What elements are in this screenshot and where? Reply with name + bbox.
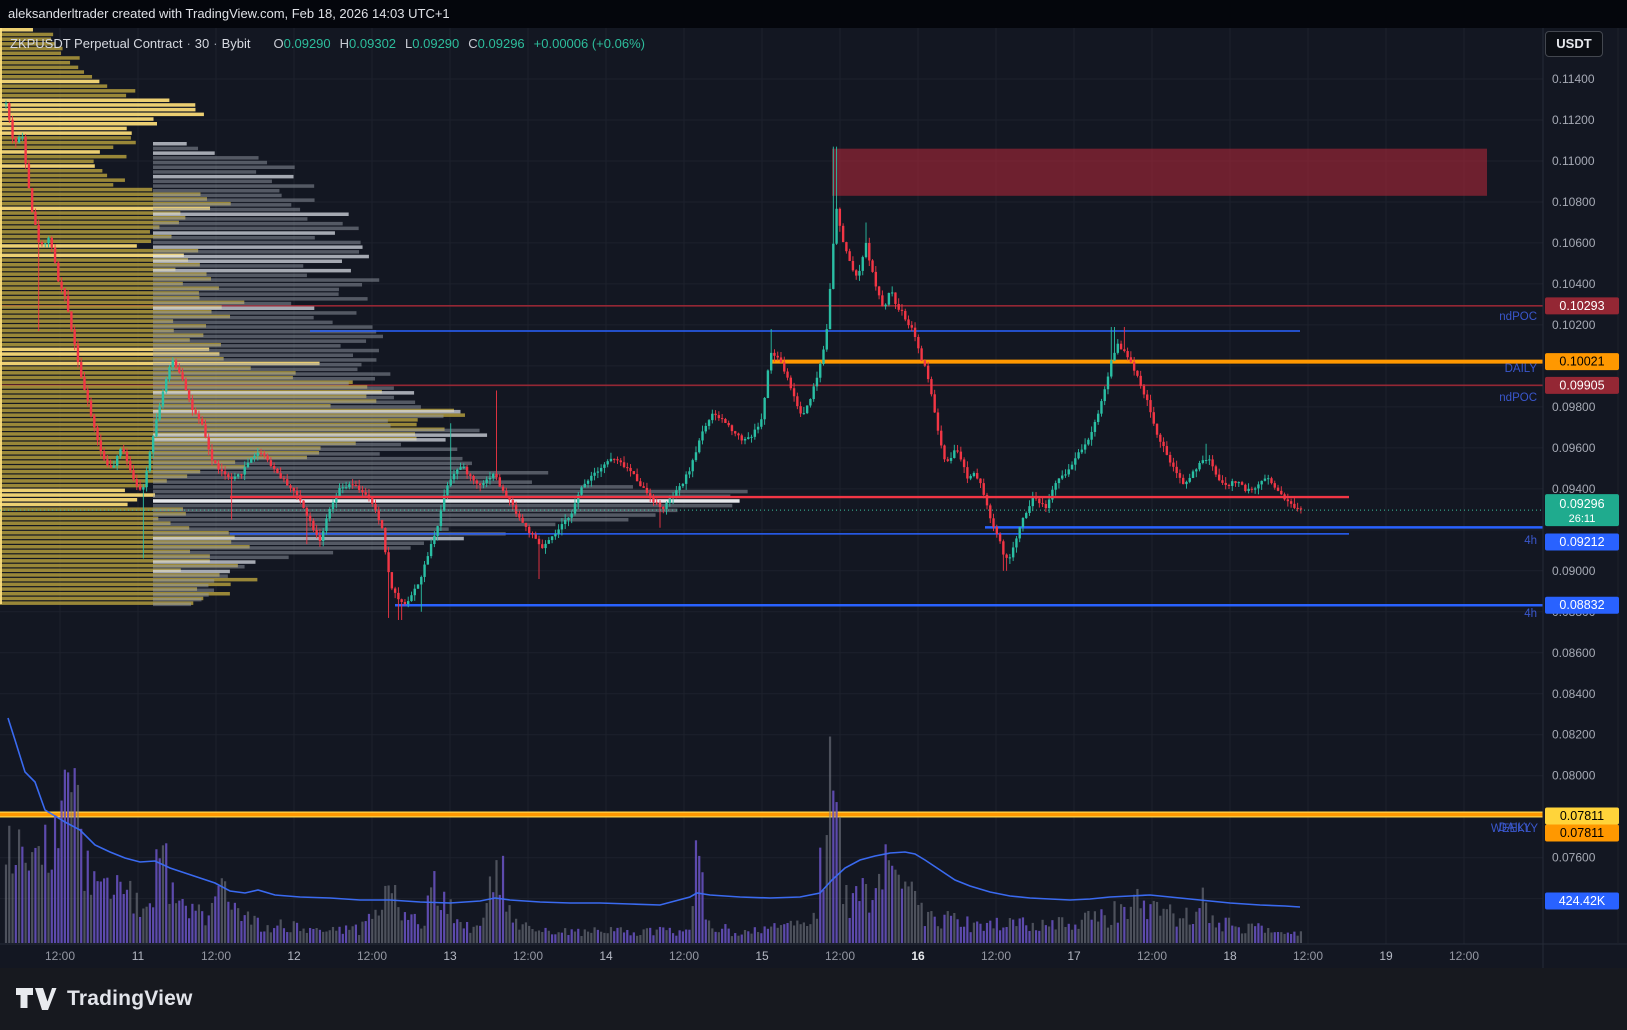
price-label-0.09905: 0.09905 [1545, 376, 1619, 394]
time-tick: 12:00 [981, 949, 1011, 963]
price-tick: 0.09400 [1552, 482, 1596, 496]
price-tick: 0.10400 [1552, 277, 1596, 291]
level-label-4h: 4h [1524, 608, 1537, 620]
time-tick: 12:00 [1449, 949, 1479, 963]
price-tick: 0.10600 [1552, 236, 1596, 250]
svg-text:0.09905: 0.09905 [1559, 378, 1604, 392]
time-tick: 11 [132, 949, 145, 963]
tradingview-logo-icon[interactable] [15, 986, 57, 1012]
price-tick: 0.10200 [1552, 318, 1596, 332]
candlestick-series[interactable] [4, 100, 1303, 620]
time-tick: 14 [599, 949, 613, 963]
price-tick: 0.08200 [1552, 728, 1596, 742]
volume-profiles [0, 28, 748, 607]
price-label-0.09212: 0.09212 [1545, 533, 1619, 551]
tradingview-brand-text[interactable]: TradingView [67, 987, 193, 1010]
levels-over [0, 495, 1543, 511]
price-label-0.09296: 0.09296 26:11 [1545, 494, 1619, 527]
time-tick: 12:00 [513, 949, 543, 963]
price-tick: 0.09000 [1552, 564, 1596, 578]
time-tick: 12:00 [825, 949, 855, 963]
price-tick: 0.11400 [1552, 72, 1595, 86]
price-label-0.10021: 0.10021 [1545, 353, 1619, 371]
svg-text:0.10021: 0.10021 [1559, 355, 1604, 369]
volume-pane [4, 717, 1303, 943]
price-label-0.07811: 0.07811 [1545, 824, 1619, 842]
level-label-ndpoc: ndPOC [1499, 311, 1537, 323]
time-tick: 12:00 [1293, 949, 1323, 963]
volume-ma-line [7, 717, 1301, 908]
axes [0, 28, 1627, 968]
level-label-4h: 4h [1524, 535, 1537, 547]
price-label-0.10293: 0.10293 [1545, 297, 1619, 315]
svg-text:0.09296: 0.09296 [1559, 497, 1604, 511]
time-tick: 12:00 [357, 949, 387, 963]
supply-zone[interactable] [832, 148, 1487, 196]
time-tick: 16 [911, 949, 925, 963]
price-label-0.08832: 0.08832 [1545, 596, 1619, 614]
price-tick: 0.09600 [1552, 441, 1596, 455]
price-tick: 0.09800 [1552, 400, 1596, 414]
svg-text:0.07811: 0.07811 [1560, 809, 1604, 823]
time-tick: 12:00 [1137, 949, 1167, 963]
time-tick: 12:00 [45, 949, 75, 963]
price-tick: 0.08600 [1552, 646, 1596, 660]
price-tick: 0.10800 [1552, 195, 1596, 209]
svg-text:26:11: 26:11 [1569, 513, 1596, 525]
level-label-daily: DAILY [1505, 363, 1538, 375]
price-axis[interactable]: 0.11400 0.11200 0.11000 0.10800 0.10600 0.104… [1545, 72, 1619, 910]
price-label-424.42K: 424.42K [1545, 892, 1619, 910]
price-label-0.07811: 0.07811 [1545, 807, 1619, 825]
footer-bar: TradingView [0, 968, 1627, 1030]
level-label-daily: DAILY [1499, 822, 1532, 834]
time-axis[interactable]: 12:00 11 12:00 12 12:00 13 12:00 14 12:00 15 12:00… [45, 949, 1479, 963]
price-tick: 0.08000 [1552, 769, 1596, 783]
level-label-weekly: WEEKLY [1491, 823, 1538, 835]
time-tick: 13 [443, 949, 457, 963]
price-tick: 0.11200 [1552, 113, 1595, 127]
price-tick: 0.08400 [1552, 687, 1596, 701]
zones [832, 148, 1487, 196]
svg-text:424.42K: 424.42K [1559, 894, 1606, 908]
price-tick: 0.11000 [1552, 154, 1595, 168]
currency-toggle-button[interactable]: USDT [1545, 31, 1603, 57]
session-profile-gray [153, 142, 748, 607]
time-tick: 19 [1379, 949, 1393, 963]
time-tick: 17 [1067, 949, 1081, 963]
time-tick: 12 [287, 949, 301, 963]
svg-text:0.08832: 0.08832 [1559, 598, 1604, 612]
svg-text:0.10293: 0.10293 [1559, 299, 1604, 313]
svg-text:0.07811: 0.07811 [1560, 826, 1604, 840]
levels-blue [230, 330, 1543, 607]
time-tick: 18 [1223, 949, 1237, 963]
level-label-ndpoc: ndPOC [1499, 392, 1537, 404]
attribution-text: aleksanderltrader created with TradingVi… [8, 6, 450, 21]
time-tick: 12:00 [201, 949, 231, 963]
price-tick: 0.07600 [1552, 851, 1596, 865]
time-tick: 12:00 [669, 949, 699, 963]
time-tick: 15 [755, 949, 769, 963]
attribution-bar: aleksanderltrader created with TradingVi… [0, 0, 1627, 28]
svg-text:0.09212: 0.09212 [1559, 535, 1604, 549]
